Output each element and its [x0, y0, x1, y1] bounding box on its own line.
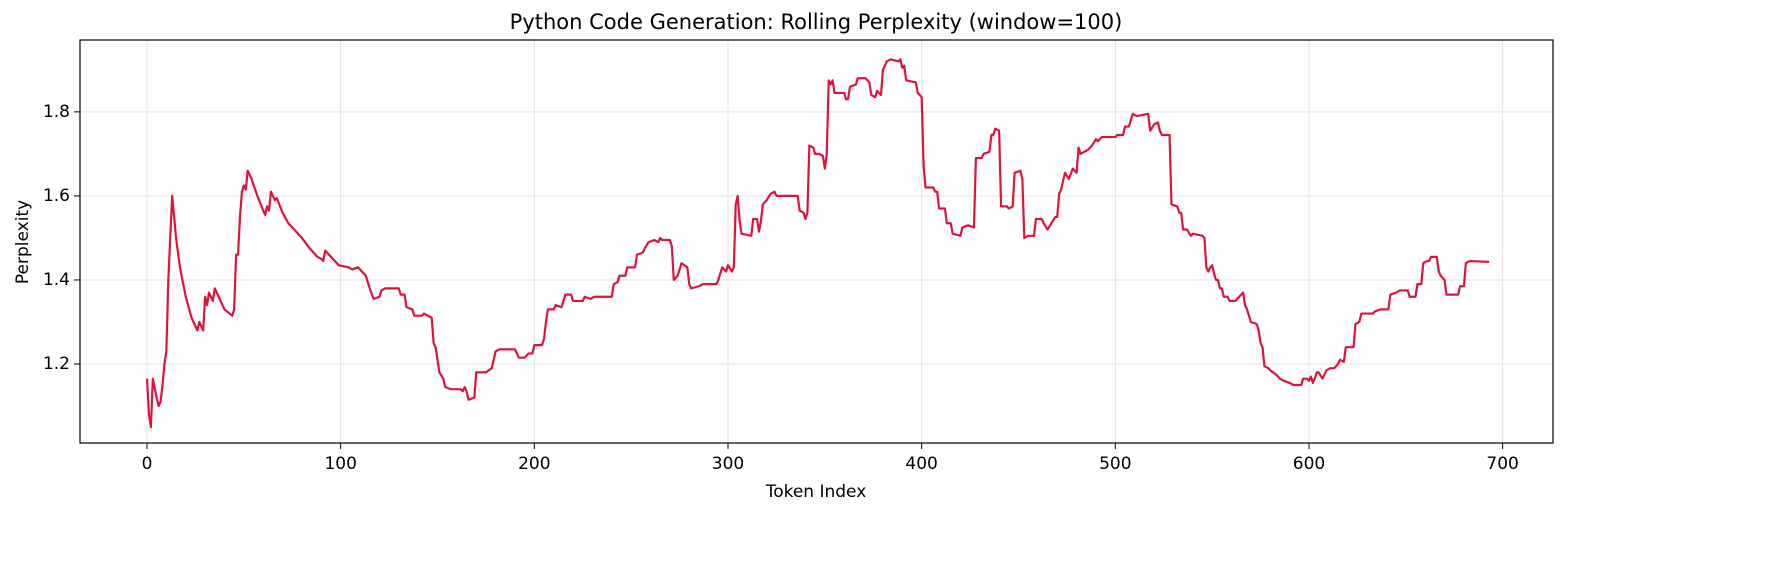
x-tick-label: 100: [324, 454, 356, 474]
plot-frame: [79, 39, 1554, 444]
y-tick-label: 1.4: [43, 270, 70, 290]
x-tick-label: 600: [1293, 454, 1325, 474]
x-tick-label: 400: [905, 454, 937, 474]
x-tick-label: 200: [518, 454, 550, 474]
y-tick-label: 1.8: [43, 102, 70, 122]
y-tick-label: 1.6: [43, 186, 70, 206]
x-tick-label: 0: [142, 454, 153, 474]
x-tick-label: 500: [1099, 454, 1131, 474]
data-line: [145, 58, 1490, 429]
x-axis-label: Token Index: [765, 482, 867, 502]
y-axis-label: Perplexity: [13, 200, 33, 284]
chart-title: Python Code Generation: Rolling Perplexi…: [510, 10, 1123, 34]
x-tick-label: 700: [1486, 454, 1518, 474]
y-tick-label: 1.2: [43, 354, 70, 374]
x-tick-label: 300: [712, 454, 744, 474]
